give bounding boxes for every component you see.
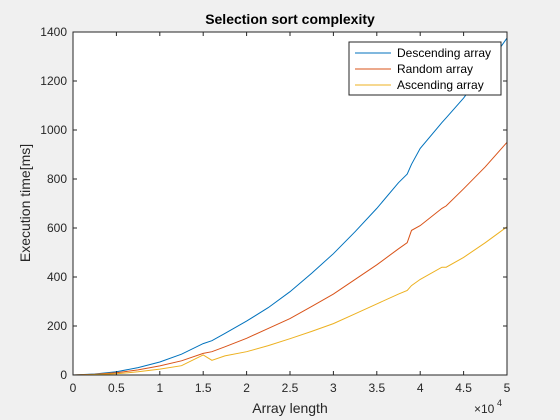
y-tick-label: 800 (47, 172, 67, 186)
chart-title: Selection sort complexity (205, 11, 375, 27)
series-line-2 (72, 226, 508, 376)
x-exponent-base: ×10 (474, 402, 495, 416)
y-tick-label: 400 (47, 270, 67, 284)
y-tick-label: 200 (47, 319, 67, 333)
x-tick-label: 5 (504, 381, 511, 395)
y-axis-label: Execution time[ms] (17, 144, 33, 262)
y-tick-label: 1400 (40, 25, 67, 39)
series-line-1 (72, 141, 508, 376)
y-tick-label: 600 (47, 221, 67, 235)
x-tick-label: 4 (417, 381, 424, 395)
legend: Descending array Random array Ascending ar… (348, 41, 502, 96)
x-tick-label: 1 (156, 381, 163, 395)
x-exponent: ×10 4 (474, 398, 502, 416)
y-tick-label: 1200 (40, 74, 67, 88)
x-tick-label: 3.5 (368, 381, 385, 395)
legend-entry: Descending array (397, 46, 491, 60)
y-tick-label: 1000 (40, 123, 67, 137)
legend-entry: Random array (397, 62, 473, 76)
x-axis-label: Array length (252, 400, 327, 416)
x-tick-label: 0 (70, 381, 77, 395)
series-layer (72, 37, 508, 376)
x-tick-label: 3 (330, 381, 337, 395)
legend-entry: Ascending array (397, 78, 484, 92)
x-exponent-power: 4 (497, 398, 502, 408)
series-line-0 (72, 37, 508, 376)
x-axis: 0 0.5 1 1.5 2 2.5 3 3.5 4 4.5 5 (70, 32, 511, 395)
y-tick-label: 0 (60, 368, 67, 382)
x-tick-label: 2.5 (282, 381, 299, 395)
x-tick-label: 0.5 (108, 381, 125, 395)
x-tick-label: 4.5 (455, 381, 472, 395)
x-tick-label: 2 (243, 381, 250, 395)
x-tick-label: 1.5 (195, 381, 212, 395)
y-axis: 0 200 400 600 800 1000 1200 1400 (40, 25, 507, 382)
